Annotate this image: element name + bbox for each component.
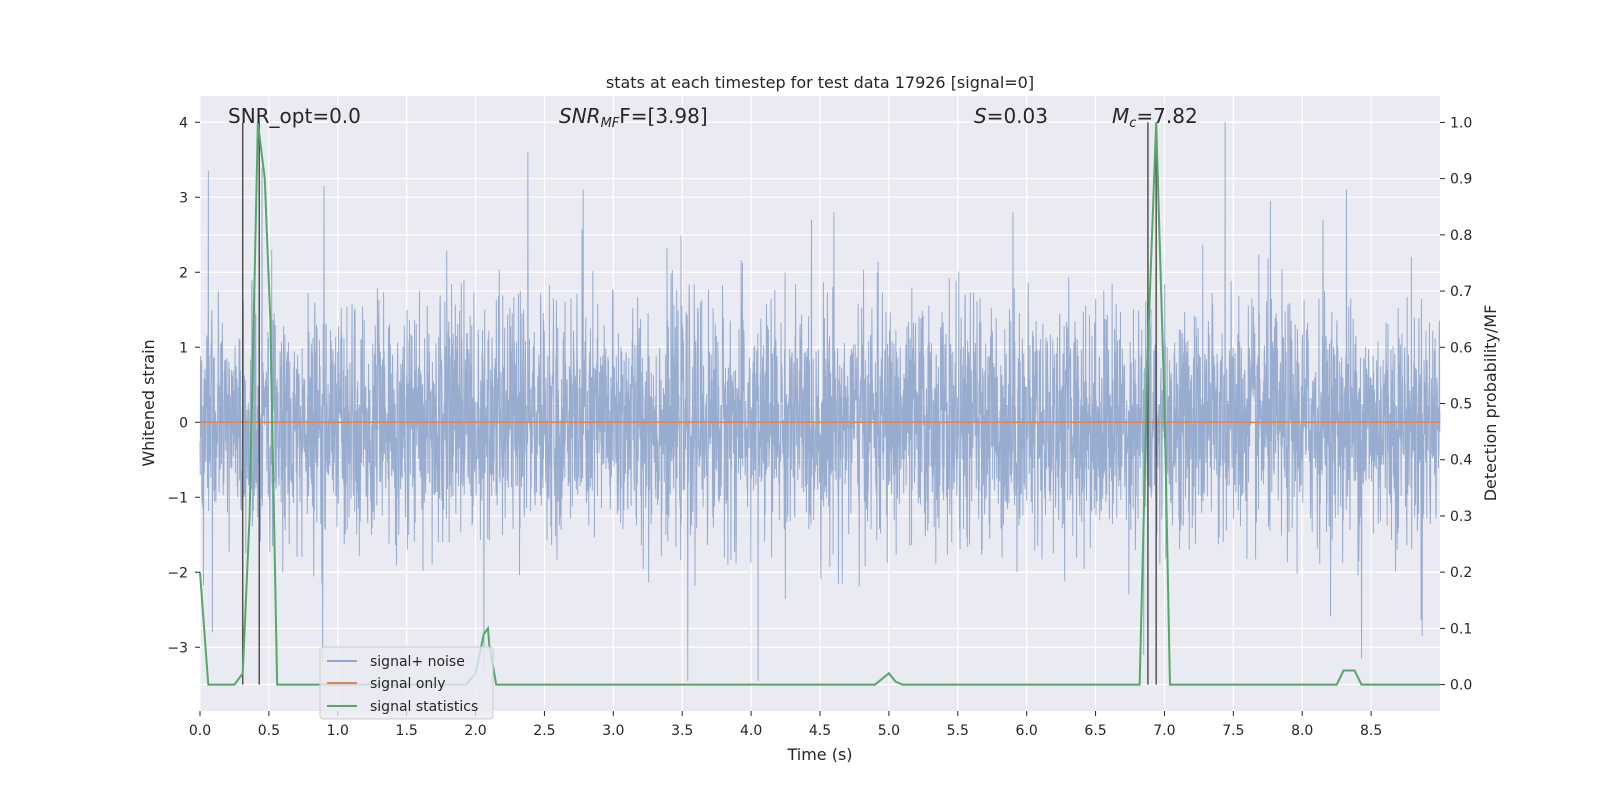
snr-mf-rest: F=[3.98]: [619, 104, 707, 128]
s-annotation: S=0.03: [974, 104, 1048, 128]
y-tick-label-right: 0.9: [1450, 172, 1472, 188]
y-tick-label-right: 0.6: [1450, 340, 1472, 356]
y-tick-label-right: 0.7: [1450, 284, 1472, 300]
series-signal-statistics: [199, 122, 1440, 686]
y-tick-label-left: −2: [167, 565, 188, 581]
s-rest: =0.03: [987, 104, 1048, 128]
x-tick-label: 5.0: [878, 723, 900, 739]
y-tick-label-left: 2: [179, 265, 188, 281]
x-tick-label: 0.5: [258, 723, 280, 739]
x-tick-label: 3.0: [602, 723, 624, 739]
legend-label-signal-statistics: signal statistics: [370, 699, 478, 715]
vertical-markers: [241, 122, 1157, 685]
mc-annotation: Mc=7.82: [1112, 104, 1198, 131]
legend: signal+ noise signal only signal statist…: [319, 646, 494, 720]
signal-plus-noise-line: [199, 122, 1441, 682]
y-tick-label-right: 1.0: [1450, 115, 1472, 131]
y-tick-label-left: 4: [179, 115, 188, 131]
x-tick-label: 3.5: [671, 723, 693, 739]
snr-mf-main: SNR: [559, 104, 601, 128]
x-tick-label: 1.0: [327, 723, 349, 739]
mc-rest: =7.82: [1136, 104, 1197, 128]
x-tick-label: 6.0: [1016, 723, 1038, 739]
x-tick-label: 5.5: [947, 723, 969, 739]
snr-mf-sub: MF: [601, 116, 620, 131]
x-tick-label: 8.5: [1360, 723, 1382, 739]
legend-box: [319, 646, 494, 720]
y-tick-label-right: 0.2: [1450, 565, 1472, 581]
y-tick-label-right: 0.3: [1450, 509, 1472, 525]
x-axis-label: Time (s): [786, 745, 852, 764]
y-tick-label-left: 1: [179, 340, 188, 356]
x-tick-label: 2.5: [533, 723, 555, 739]
chart-title: stats at each timestep for test data 179…: [606, 73, 1034, 92]
legend-label-signal-plus-noise: signal+ noise: [370, 654, 465, 670]
y-tick-label-left: −3: [167, 640, 188, 656]
legend-label-signal-only: signal only: [370, 676, 445, 692]
x-tick-label: 6.5: [1084, 723, 1106, 739]
tick-labels: 0.0 0.5 1.0 1.5 2.0 2.5 3.0 3.5 4.0 4.5 5.0 5.5 6.0 6…: [167, 115, 1472, 739]
series-signal-plus-noise: [199, 122, 1441, 682]
snr-mf-annotation: SNRMFF=[3.98]: [559, 104, 708, 131]
x-tick-label: 4.0: [740, 723, 762, 739]
mc-sub: c: [1129, 116, 1136, 131]
y-tick-label-right: 0.5: [1450, 397, 1472, 413]
y-tick-label-right: 0.8: [1450, 228, 1472, 244]
y-tick-label-left: 0: [179, 415, 188, 431]
x-tick-label: 4.5: [809, 723, 831, 739]
x-tick-label: 7.0: [1153, 723, 1175, 739]
y-axis-label-right: Detection probability/MF: [1481, 305, 1500, 502]
s-main: S: [974, 104, 987, 128]
mc-main: M: [1112, 104, 1129, 128]
y-tick-label-right: 0.1: [1450, 621, 1472, 637]
y-tick-label-right: 0.0: [1450, 678, 1472, 694]
signal-statistics-line: [199, 122, 1440, 686]
y-tick-label-right: 0.4: [1450, 453, 1472, 469]
x-tick-label: 1.5: [396, 723, 418, 739]
snr-opt-annotation: SNR_opt=0.0: [228, 104, 361, 128]
x-tick-label: 2.0: [464, 723, 486, 739]
x-tick-label: 0.0: [189, 723, 211, 739]
x-tick-label: 8.0: [1291, 723, 1313, 739]
x-tick-label: 7.5: [1222, 723, 1244, 739]
y-tick-label-left: −1: [167, 490, 188, 506]
y-axis-label-left: Whitened strain: [139, 339, 158, 466]
y-tick-label-left: 3: [179, 190, 188, 206]
